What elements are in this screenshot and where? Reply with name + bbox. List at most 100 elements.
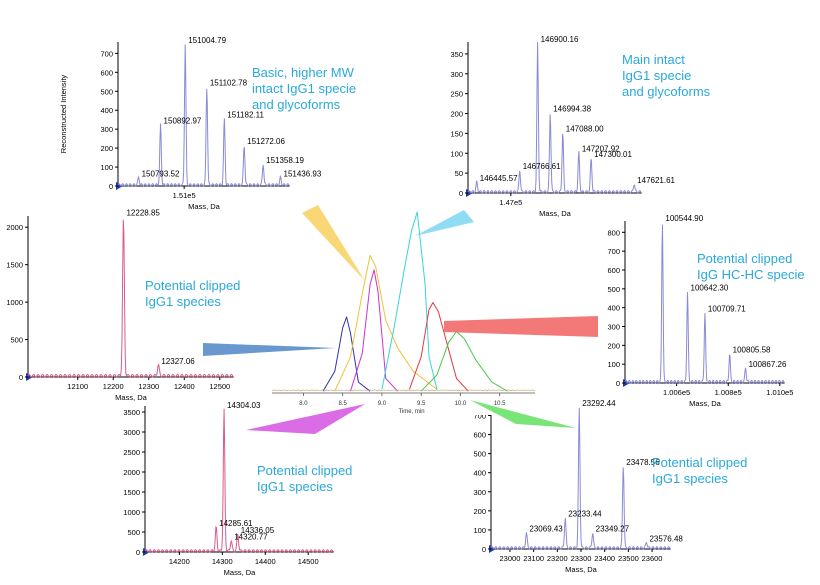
y-tick-label-bl: 1500 (123, 488, 140, 497)
y-tick-label-tr: 0 (459, 189, 463, 198)
y-tick-label-mr: 200 (607, 341, 620, 350)
y-tick-label-tl: 300 (100, 125, 113, 134)
y-tick-label-tr: 350 (450, 50, 463, 59)
x-tick-label-br: 23200 (547, 554, 568, 563)
y-tick-label-tr: 250 (450, 90, 463, 99)
spectrum-trace-ml (27, 219, 235, 378)
y-tick-label-tr: 50 (455, 169, 463, 178)
y-tick-label-bl: 3000 (123, 428, 140, 437)
peak-label-tl: 151436.93 (284, 169, 322, 178)
annotation-tl-line1: Basic, higher MW (252, 65, 355, 80)
y-tick-label-br: 500 (473, 450, 486, 459)
axis-origin-marker-ml (26, 373, 33, 381)
annotation-tl-line2: intact IgG1 specie (252, 81, 356, 96)
peak-label-mr: 100867.26 (749, 360, 787, 369)
y-tick-label-tl: 200 (100, 144, 113, 153)
x-tick-label-center: 8.5 (338, 401, 347, 407)
y-tick-label-tl: 0 (109, 182, 113, 191)
peak-label-tr: 146900.16 (541, 35, 579, 44)
y-axis-label-tl: Reconstructed Intensity (59, 75, 68, 154)
x-axis-label-mr: Mass, Da (689, 399, 722, 408)
pointer-red (444, 316, 598, 337)
peak-label-br: 23478.56 (626, 458, 660, 467)
x-axis-label-br: Mass, Da (565, 565, 598, 574)
y-tick-label-tr: 200 (450, 110, 463, 119)
y-tick-label-br: 600 (473, 431, 486, 440)
x-tick-label-center: 10.0 (455, 401, 467, 407)
peak-label-mr: 100642.30 (691, 284, 729, 293)
spectrum-trace-tl (117, 44, 291, 187)
y-tick-label-mr: 100 (607, 360, 620, 369)
x-tick-label-ml: 12200 (103, 382, 124, 391)
peak-label-mr: 100805.58 (733, 346, 771, 355)
y-tick-label-ml: 2000 (6, 223, 23, 232)
peak-label-tl: 151102.78 (210, 78, 248, 87)
x-tick-label-br: 23300 (571, 554, 592, 563)
spectrum-trace-tr (467, 41, 643, 194)
chromatogram-series-5 (420, 331, 508, 392)
peak-label-br: 23349.27 (596, 525, 630, 534)
annotation-tr-line1: Main intact (622, 52, 685, 67)
y-tick-label-bl: 1000 (123, 508, 140, 517)
x-tick-label-bl: 14500 (298, 557, 319, 566)
chart-mr: 0 100 200 300 400 500 600 700 800 1.006e5 1.008e5 1… (607, 214, 793, 408)
x-tick-label-center: 9.5 (417, 401, 426, 407)
annotation-tr-line2: IgG1 specie (622, 68, 691, 83)
chromatogram-series-0 (322, 316, 371, 392)
y-tick-label-tl: 500 (100, 87, 113, 96)
axis-origin-marker-bl (143, 548, 150, 556)
y-tick-label-ml: 500 (10, 336, 23, 345)
y-tick-label-br: 300 (473, 488, 486, 497)
annotation-br-line2: IgG1 species (652, 471, 728, 486)
annotation-mr-line2: IgG HC-HC specie (697, 267, 805, 282)
annotation-tr-line3: and glycoforms (622, 84, 711, 99)
peak-label-ml: 12327.06 (161, 357, 195, 366)
y-tick-label-ml: 1500 (6, 261, 23, 270)
x-tick-label-br: 23600 (642, 554, 663, 563)
chromatogram-series-3 (381, 211, 438, 390)
chart-tl: 0 100 200 300 400 500 600 700 1.51e5 Mass, Da Reco… (59, 36, 322, 211)
y-tick-label-bl: 2500 (123, 448, 140, 457)
peak-label-tr: 147207.92 (582, 144, 620, 153)
peak-label-tl: 150793.52 (142, 169, 180, 178)
peak-label-bl: 14336.05 (241, 526, 275, 535)
chart-tr: 0 50 100 150 200 250 300 350 1.47e5 Mass, Da 14644… (450, 35, 675, 218)
spectrum-trace-bl (144, 408, 335, 553)
y-tick-label-bl: 3500 (123, 408, 140, 417)
y-tick-label-tl: 100 (100, 163, 113, 172)
peak-label-tl: 151182.11 (227, 111, 264, 120)
peak-label-mr: 100709.71 (708, 304, 746, 313)
annotation-br-line1: Potential clipped (652, 455, 747, 470)
chromatogram-series-2 (334, 254, 438, 392)
annotation-ml-line2: IgG1 species (145, 294, 221, 309)
peak-label-tl: 151272.06 (247, 137, 285, 146)
peak-label-tr: 146445.57 (480, 174, 518, 183)
y-tick-label-tl: 700 (100, 49, 113, 58)
axis-origin-marker-tl (116, 182, 123, 190)
peak-label-tl: 151358.19 (266, 156, 304, 165)
x-tick-label-ml: 12300 (138, 382, 159, 391)
x-tick-label-ml: 12100 (67, 382, 88, 391)
axis-origin-marker-mr (623, 379, 630, 387)
chart-ml: 0 500 1000 1500 2000 12100 12200 12300 12400 1250… (6, 208, 235, 402)
peak-label-br: 23233.44 (568, 509, 602, 518)
y-tick-label-br: 400 (473, 469, 486, 478)
chromatogram-series-4 (408, 302, 469, 392)
x-tick-label-center: 10.5 (494, 401, 506, 407)
peak-label-tl: 150892.97 (164, 116, 202, 125)
y-tick-label-mr: 400 (607, 304, 620, 313)
y-tick-label-mr: 800 (607, 228, 620, 237)
y-tick-label-tr: 300 (450, 70, 463, 79)
annotation-bl-line2: IgG1 species (257, 479, 333, 494)
y-tick-label-tl: 600 (100, 68, 113, 77)
peak-label-br: 23292.44 (582, 399, 616, 408)
x-tick-label-br: 23000 (500, 554, 521, 563)
y-tick-label-br: 700 (473, 411, 486, 420)
peak-label-bl: 14285.61 (219, 519, 253, 528)
y-tick-label-bl: 0 (136, 548, 140, 557)
x-tick-label-ml: 12500 (209, 382, 230, 391)
x-axis-label-tr: Mass, Da (539, 209, 572, 218)
y-tick-label-tr: 100 (450, 149, 463, 158)
